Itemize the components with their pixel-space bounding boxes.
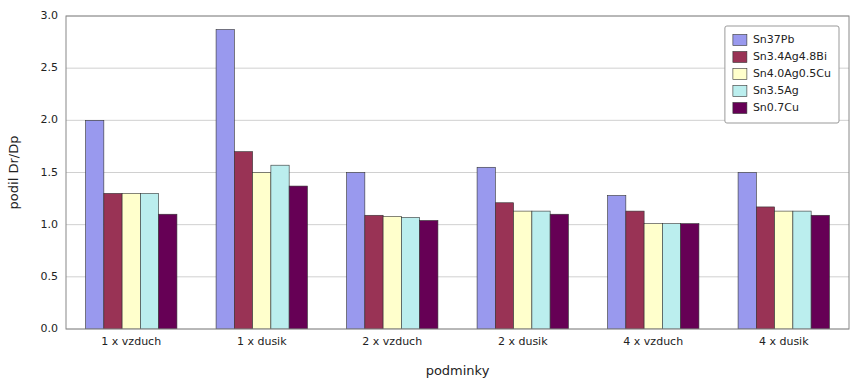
bar [347, 173, 365, 330]
x-tick-label: 4 x dusik [759, 335, 809, 348]
x-tick-label: 2 x dusik [498, 335, 548, 348]
y-tick-label: 0.0 [41, 322, 59, 335]
legend-label: Sn37Pb [753, 33, 795, 46]
legend-swatch [733, 52, 747, 63]
grid-line [66, 172, 849, 173]
legend-label: Sn0.7Cu [753, 101, 799, 114]
legend-label: Sn4.0Ag0.5Cu [753, 67, 831, 80]
bar [608, 195, 626, 329]
legend-item: Sn4.0Ag0.5Cu [733, 67, 831, 80]
chart-svg: 0.0 0.5 1.0 1.5 2.0 2.5 3.0 1 x vzduch 1 x dusik… [0, 0, 865, 387]
legend-swatch [733, 69, 747, 80]
legend-swatch [733, 103, 747, 114]
plot-frame [66, 16, 849, 329]
bar [289, 186, 307, 329]
grid [66, 16, 849, 329]
y-tick-label: 2.0 [41, 113, 59, 126]
bar [532, 211, 550, 329]
bar [140, 193, 158, 329]
legend-swatch [733, 35, 747, 46]
grid-line [66, 224, 849, 225]
y-tick-label: 3.0 [41, 9, 59, 22]
x-tick-label: 1 x vzduch [101, 335, 161, 348]
bar [514, 211, 532, 329]
legend-label: Sn3.5Ag [753, 84, 799, 97]
legend-box [725, 26, 839, 123]
bar [495, 203, 513, 329]
bar [383, 216, 401, 329]
y-axis-label: podil Dr/Dp [6, 136, 21, 210]
legend-item: Sn0.7Cu [733, 101, 799, 114]
legend-label: Sn3.4Ag4.8Bi [753, 50, 827, 63]
bar [738, 173, 756, 330]
x-tick-label: 4 x vzduch [623, 335, 683, 348]
bar [793, 211, 811, 329]
y-tick-label: 2.5 [41, 61, 59, 74]
bar [681, 224, 699, 329]
y-tick-label: 0.5 [41, 270, 59, 283]
legend-item: Sn37Pb [733, 33, 795, 46]
bar [86, 120, 104, 329]
bar [811, 215, 829, 329]
x-axis-label: podminky [426, 363, 490, 378]
x-tick-label: 2 x vzduch [362, 335, 422, 348]
y-tick-label: 1.5 [41, 166, 59, 179]
grid-line [66, 276, 849, 277]
bar [365, 215, 383, 329]
legend: Sn37Pb Sn3.4Ag4.8Bi Sn4.0Ag0.5Cu Sn3.5Ag Sn0… [725, 26, 839, 123]
bar [271, 165, 289, 329]
bar [234, 152, 252, 329]
bar [104, 193, 122, 329]
y-ticks: 0.0 0.5 1.0 1.5 2.0 2.5 3.0 [41, 9, 59, 335]
y-tick-label: 1.0 [41, 218, 59, 231]
bar [159, 214, 177, 329]
bar [662, 224, 680, 329]
legend-item: Sn3.5Ag [733, 84, 799, 97]
x-tick-label: 1 x dusik [237, 335, 287, 348]
bar [626, 211, 644, 329]
bar [775, 211, 793, 329]
bar [122, 193, 140, 329]
bar [420, 220, 438, 329]
legend-swatch [733, 86, 747, 97]
bars [86, 30, 830, 329]
bar [477, 167, 495, 329]
bar [401, 217, 419, 329]
bar [550, 214, 568, 329]
bar [253, 173, 271, 330]
bar [756, 207, 774, 329]
chart-container: 0.0 0.5 1.0 1.5 2.0 2.5 3.0 1 x vzduch 1 x dusik… [0, 0, 865, 387]
bar [216, 30, 234, 329]
bar [644, 224, 662, 329]
legend-item: Sn3.4Ag4.8Bi [733, 50, 827, 63]
x-ticks: 1 x vzduch 1 x dusik 2 x vzduch 2 x dusik 4 … [101, 335, 809, 348]
